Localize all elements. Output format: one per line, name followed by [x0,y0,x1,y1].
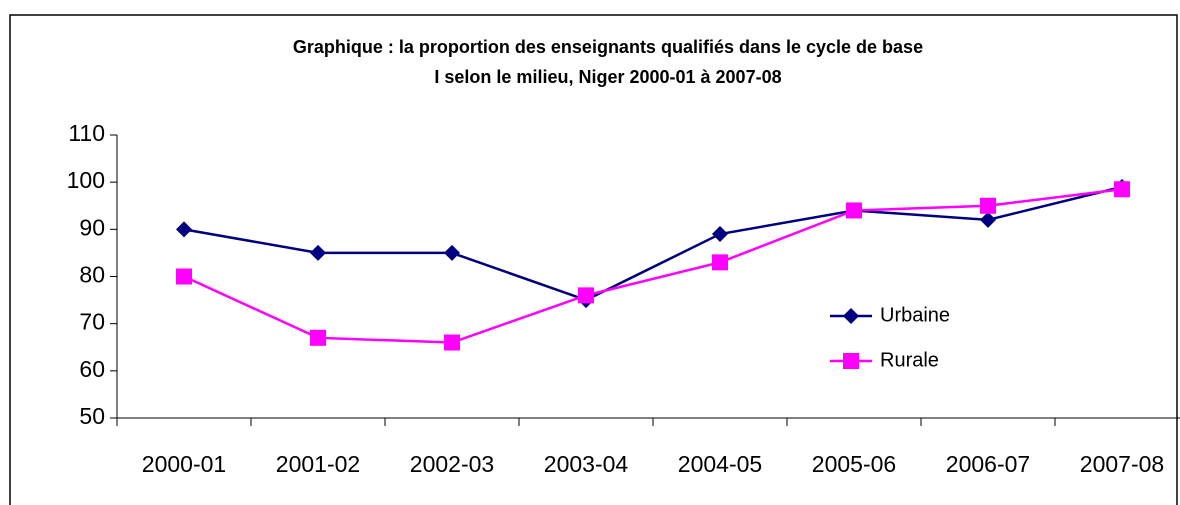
x-tick-label: 2005-06 [812,451,896,477]
series-line [183,188,1123,344]
x-tick-label: 2004-05 [678,451,762,477]
legend-label: Urbaine [880,304,950,326]
chart-title: Graphique : la proportion des enseignant… [293,37,923,57]
y-tick-label: 50 [79,403,105,429]
y-tick-label: 70 [79,309,105,335]
x-tick-label: 2001-02 [276,451,360,477]
data-point [846,202,862,219]
x-tick-label: 2007-08 [1080,451,1164,477]
data-point [578,287,594,304]
data-point [176,221,192,238]
data-point [712,226,728,243]
chart-title: I selon le milieu, Niger 2000-01 à 2007-… [434,67,781,87]
data-point [444,334,460,351]
data-point [712,254,728,271]
data-point [310,244,326,261]
data-point [1114,181,1130,198]
x-tick-label: 2000-01 [142,451,226,477]
data-point [444,244,460,261]
y-tick-label: 100 [67,167,105,193]
data-point [980,197,996,214]
data-point [980,211,996,228]
y-tick-label: 80 [79,262,105,288]
y-tick-label: 110 [68,120,105,146]
x-tick-label: 2003-04 [544,451,629,477]
data-point [310,329,326,346]
legend-marker [843,353,859,369]
x-tick-label: 2006-07 [946,451,1030,477]
legend-marker [843,308,859,324]
data-point [176,268,192,285]
y-tick-label: 90 [79,214,105,240]
chart-frame [9,14,1178,505]
legend-label: Rurale [880,349,939,371]
y-tick-label: 60 [79,356,105,382]
series-line [183,185,1123,302]
x-tick-label: 2002-03 [410,451,494,477]
